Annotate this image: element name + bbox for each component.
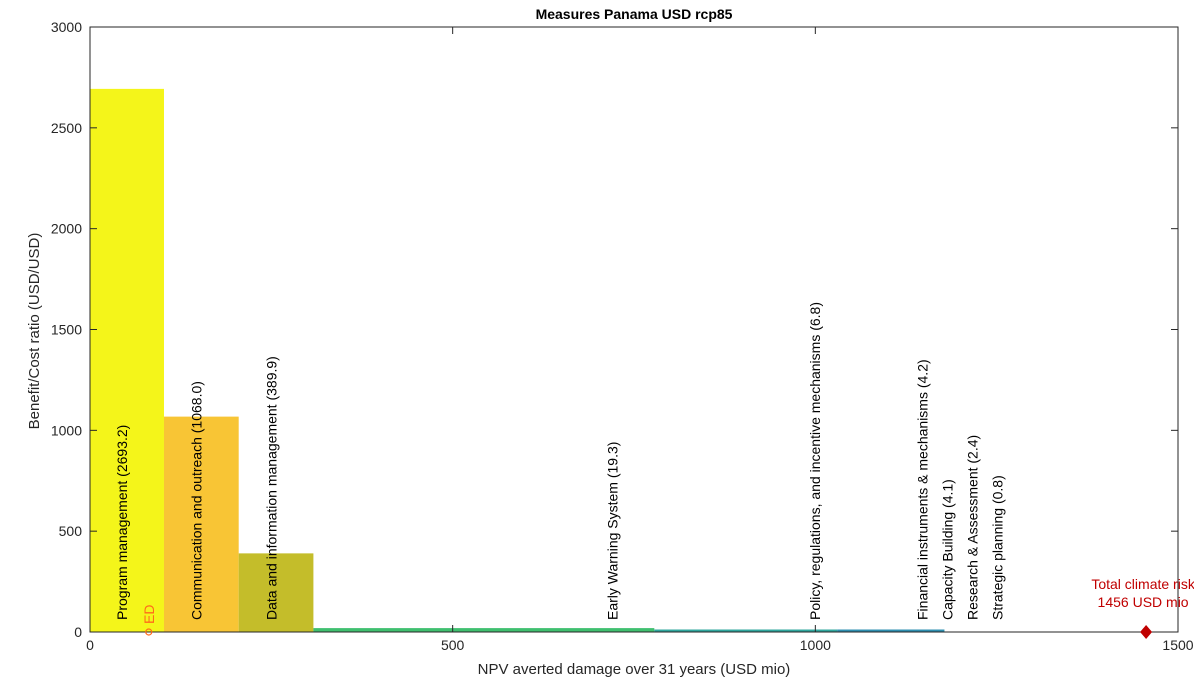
x-tick-label: 1500 [1162,637,1193,653]
markers-group: ED Total climate risk 1456 USD mio [141,576,1194,639]
bar-label-1: Communication and outreach (1068.0) [189,381,205,620]
bar-label-7: Research & Assessment (2.4) [964,435,980,620]
x-tick-label: 1000 [800,637,831,653]
y-tick-label: 2500 [51,120,82,136]
ed-marker-icon [145,628,153,636]
y-tick-label: 3000 [51,19,82,35]
x-tick-label: 0 [86,637,94,653]
total-risk-label-line1: Total climate risk [1091,576,1194,592]
y-tick-label: 500 [59,523,83,539]
bar-label-6: Capacity Building (4.1) [939,479,955,620]
total-risk-label-line2: 1456 USD mio [1098,594,1189,610]
total-risk-marker-icon [1140,625,1153,639]
y-tick-label: 1000 [51,422,82,438]
y-axis-label: Benefit/Cost ratio (USD/USD) [26,233,43,430]
bar-1 [163,416,239,632]
y-tick-label: 1500 [51,322,82,338]
bar-label-3: Early Warning System (19.3) [604,442,620,620]
ed-marker-label: ED [141,605,157,624]
bar-4 [654,629,838,632]
bar-label-8: Strategic planning (0.8) [989,475,1005,620]
bar-5 [837,629,945,632]
x-axis-label: NPV averted damage over 31 years (USD mi… [478,661,791,678]
bars-group [90,88,945,632]
y-tick-label: 2000 [51,221,82,237]
chart-title: Measures Panama USD rcp85 [536,6,733,22]
bar-2 [238,553,314,632]
bar-label-4: Policy, regulations, and incentive mecha… [807,302,823,620]
bar-labels-group: Program management (2693.2) Communication… [114,302,1005,620]
bar-3 [313,628,655,632]
x-tick-label: 500 [441,637,465,653]
bar-label-0: Program management (2693.2) [114,425,130,620]
axis-ticks-group: 0 500 1000 1500 0 500 1000 1500 2000 2500 3000 [51,19,1194,653]
bar-label-2: Data and information management (389.9) [263,356,279,620]
bar-0 [90,88,164,632]
y-tick-label: 0 [74,624,82,640]
bar-label-5: Financial instruments & mechanisms (4.2) [914,359,930,620]
